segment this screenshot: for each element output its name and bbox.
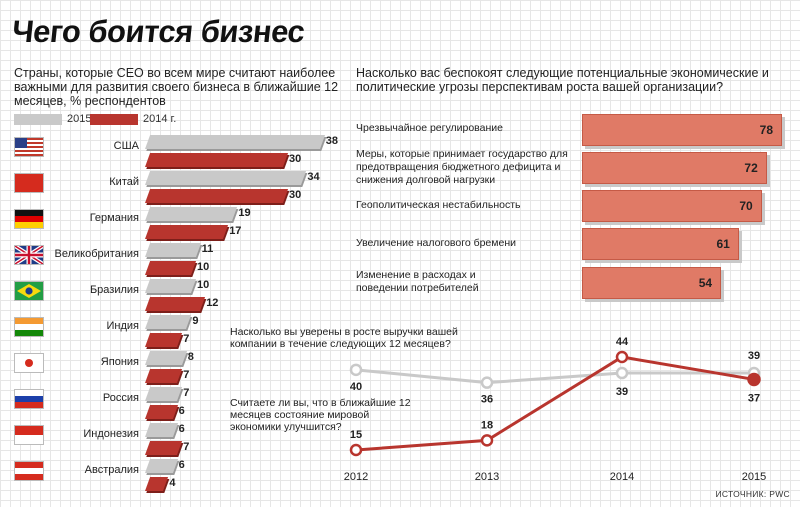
value-label-2015: 34 [307, 171, 320, 183]
legend-2014: 2014 г. [90, 113, 176, 125]
threat-bar: 54 [582, 267, 722, 299]
bar-2015 [145, 459, 178, 473]
bar-2015 [145, 135, 325, 149]
bar-2014 [145, 189, 289, 203]
threat-label: Увеличение налогового бремени [356, 237, 516, 249]
country-label: Индонезия [83, 428, 139, 440]
value-label-2015: 7 [183, 387, 190, 399]
threat-value-label: 78 [759, 123, 773, 137]
id-flag-icon [14, 425, 44, 445]
value-label-2015: 6 [178, 423, 185, 435]
value-label-2015: 10 [197, 279, 210, 291]
value-label-2014: 7 [183, 441, 190, 453]
line-question-economy: Считаете ли вы, что в ближайшие 12 месяц… [230, 397, 411, 433]
threat-value-label: 61 [716, 237, 730, 251]
bar-2015 [145, 207, 238, 221]
value-label-2014: 10 [197, 261, 210, 273]
country-label: Россия [102, 392, 139, 404]
country-label: Австралия [84, 464, 139, 476]
bar-2014 [145, 441, 183, 455]
bar-2015 [145, 315, 192, 329]
br-flag-icon [14, 281, 44, 301]
threat-value-label: 72 [744, 161, 758, 175]
bar-2014 [145, 225, 229, 239]
value-label-2015: 38 [325, 135, 339, 147]
value-label-2015: 8 [187, 351, 194, 363]
country-label: Великобритания [54, 248, 139, 260]
jp-flag-icon [14, 353, 44, 373]
country-label: Германия [89, 212, 139, 224]
threat-label: Чрезвычайное регулирование [356, 122, 503, 134]
threat-value-label: 70 [739, 199, 753, 213]
left-chart-subtitle: Страны, которые CEO во всем мире считают… [14, 66, 339, 108]
country-label: Бразилия [89, 284, 139, 296]
bar-2014 [145, 153, 289, 167]
value-label-2014: 6 [178, 405, 185, 417]
source-note: ИСТОЧНИК: PWC [715, 489, 790, 499]
bar-2014 [145, 261, 197, 275]
value-label-2015: 6 [178, 459, 185, 471]
threat-label: Геополитическая нестабильность [356, 199, 521, 211]
value-label-2014: 12 [206, 297, 219, 309]
threat-bar: 72 [582, 152, 767, 184]
bar-2014 [145, 333, 183, 347]
legend-2015: 2015 г. [14, 113, 100, 125]
value-label-2014: 7 [183, 333, 190, 345]
bar-2014 [145, 297, 206, 311]
bar-2015 [145, 243, 201, 257]
threat-bar: 70 [582, 190, 762, 222]
country-label: Япония [100, 356, 139, 368]
bar-2015 [145, 171, 307, 185]
us-flag-icon [14, 137, 44, 157]
threat-value-label: 54 [698, 276, 713, 290]
ru-flag-icon [14, 389, 44, 409]
right-chart-subtitle: Насколько вас беспокоят следующие потенц… [356, 66, 769, 94]
at-flag-icon [14, 461, 44, 481]
bar-2014 [145, 369, 183, 383]
value-label-2014: 4 [169, 477, 176, 489]
value-label-2014: 17 [229, 225, 242, 237]
de-flag-icon [14, 209, 44, 229]
value-label-2015: 19 [238, 207, 251, 219]
threat-label: Изменение в расходах и поведении потреби… [356, 269, 479, 294]
line-question-revenue: Насколько вы уверены в росте выручки ваш… [230, 326, 458, 350]
value-label-2015: 11 [201, 243, 214, 255]
threat-bar: 61 [582, 228, 739, 260]
legend-label-2014: 2014 г. [143, 113, 177, 125]
threat-bar: 78 [582, 114, 782, 146]
country-label: США [113, 140, 139, 152]
bar-2014 [145, 405, 178, 419]
value-label-2014: 30 [289, 189, 302, 201]
legend-swatch-2014 [90, 113, 138, 125]
gb-flag-icon [13, 244, 45, 266]
country-label: Индия [106, 320, 139, 332]
bar-2015 [145, 279, 197, 293]
legend-swatch-2015 [14, 113, 62, 125]
page-title: Чего боится бизнес [10, 14, 307, 49]
bar-2015 [145, 423, 178, 437]
value-label-2014: 30 [289, 153, 302, 165]
bar-2015 [145, 351, 187, 365]
threat-label: Меры, которые принимает государство для … [356, 148, 568, 186]
value-label-2015: 9 [192, 315, 199, 327]
bar-2015 [145, 387, 183, 401]
value-label-2014: 7 [183, 369, 190, 381]
country-label: Китай [109, 176, 139, 188]
cn-flag-icon [14, 173, 44, 193]
in-flag-icon [14, 317, 44, 337]
